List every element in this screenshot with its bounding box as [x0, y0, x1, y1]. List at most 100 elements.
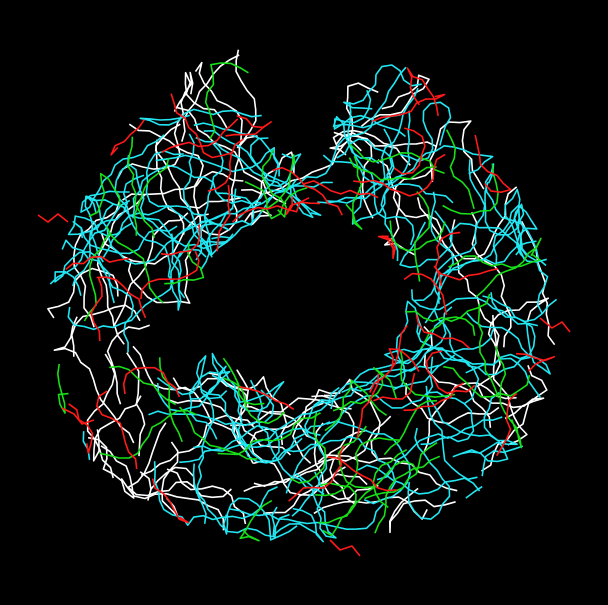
coil-segment: [422, 382, 517, 454]
coil-segment: [313, 496, 428, 520]
turn-segment: [56, 363, 69, 414]
helix-segment: [211, 374, 321, 449]
strand-segment: [207, 138, 244, 192]
helix-segment: [326, 87, 419, 203]
helix-segment: [127, 162, 232, 250]
helix-segment: [448, 222, 549, 314]
coil-segment: [154, 139, 241, 209]
turn-segment: [348, 157, 437, 181]
turn-segment: [495, 345, 523, 449]
helix-segment: [437, 203, 525, 304]
helix-segment: [465, 485, 483, 499]
helix-segment: [326, 420, 411, 505]
sidechain-stub: [37, 213, 69, 223]
helix-segment: [503, 188, 526, 261]
helix-trace-layer: [49, 64, 558, 543]
strand-segment: [151, 478, 190, 524]
helix-segment: [196, 393, 215, 524]
coil-segment: [113, 212, 189, 345]
turn-segment: [204, 62, 249, 140]
helix-segment: [139, 108, 262, 126]
strand-segment: [433, 265, 498, 281]
turn-segment: [337, 425, 376, 489]
coil-segment: [116, 71, 194, 180]
strand-segment: [434, 231, 461, 286]
turn-segment: [88, 172, 121, 218]
strand-segment: [140, 250, 200, 300]
helix-segment: [155, 147, 280, 177]
helix-segment: [211, 352, 285, 412]
turn-segment: [318, 460, 419, 524]
turn-segment: [383, 399, 438, 456]
helix-segment: [433, 308, 531, 376]
helix-segment: [223, 497, 298, 541]
helix-segment: [200, 196, 272, 258]
turn-segment: [261, 149, 288, 218]
helix-segment: [411, 289, 538, 327]
helix-segment: [481, 445, 524, 477]
helix-segment: [353, 347, 480, 405]
coil-segment: [87, 436, 135, 499]
strand-segment: [216, 184, 231, 252]
coil-segment: [235, 49, 257, 149]
turn-segment: [164, 243, 205, 285]
strand-segment: [425, 350, 476, 395]
turn-segment: [448, 253, 542, 269]
helix-segment: [195, 136, 302, 187]
turn-segment: [222, 357, 265, 406]
helix-segment: [357, 464, 481, 495]
coil-segment: [166, 468, 247, 525]
helix-segment: [424, 240, 537, 324]
coil-segment: [139, 466, 232, 501]
coil-segment: [388, 487, 456, 534]
coil-segment: [127, 422, 197, 497]
coil-segment: [173, 71, 228, 129]
helix-segment: [82, 431, 91, 461]
turn-segment: [364, 442, 438, 500]
coil-trace-layer: [47, 49, 556, 534]
turn-segment: [475, 237, 542, 298]
helix-segment: [271, 506, 325, 543]
strand-segment: [122, 366, 181, 398]
coil-segment: [329, 82, 379, 151]
turn-segment: [372, 449, 408, 509]
turn-segment: [324, 379, 388, 432]
helix-segment: [61, 239, 134, 353]
helix-segment: [343, 64, 422, 110]
strand-segment: [272, 166, 344, 216]
coil-segment: [252, 459, 346, 497]
helix-segment: [285, 394, 412, 494]
coil-segment: [360, 74, 430, 128]
helix-segment: [399, 210, 453, 269]
strand-segment: [515, 352, 556, 372]
turn-segment: [414, 191, 431, 282]
turn-segment: [443, 365, 531, 398]
strand-segment: [303, 180, 379, 199]
turn-segment: [127, 136, 155, 239]
strand-segment: [238, 385, 295, 411]
helix-segment: [333, 90, 406, 138]
helix-segment: [330, 354, 456, 410]
helix-segment: [317, 138, 395, 204]
strand-segment: [403, 382, 464, 412]
strand-segment: [231, 197, 310, 223]
strand-segment: [353, 153, 446, 197]
helix-segment: [72, 174, 145, 287]
strand-segment: [403, 272, 448, 316]
coil-segment: [140, 414, 256, 476]
helix-segment: [193, 386, 340, 452]
helix-segment: [484, 181, 528, 256]
helix-segment: [229, 503, 384, 531]
coil-segment: [470, 211, 512, 348]
coil-segment: [332, 129, 438, 156]
strand-segment: [110, 119, 146, 156]
turn-trace-layer: [56, 62, 542, 542]
helix-segment: [188, 370, 231, 440]
coil-segment: [47, 267, 119, 319]
helix-segment: [413, 191, 455, 302]
turn-segment: [105, 225, 164, 304]
helix-segment: [203, 130, 322, 216]
coil-segment: [71, 304, 141, 357]
